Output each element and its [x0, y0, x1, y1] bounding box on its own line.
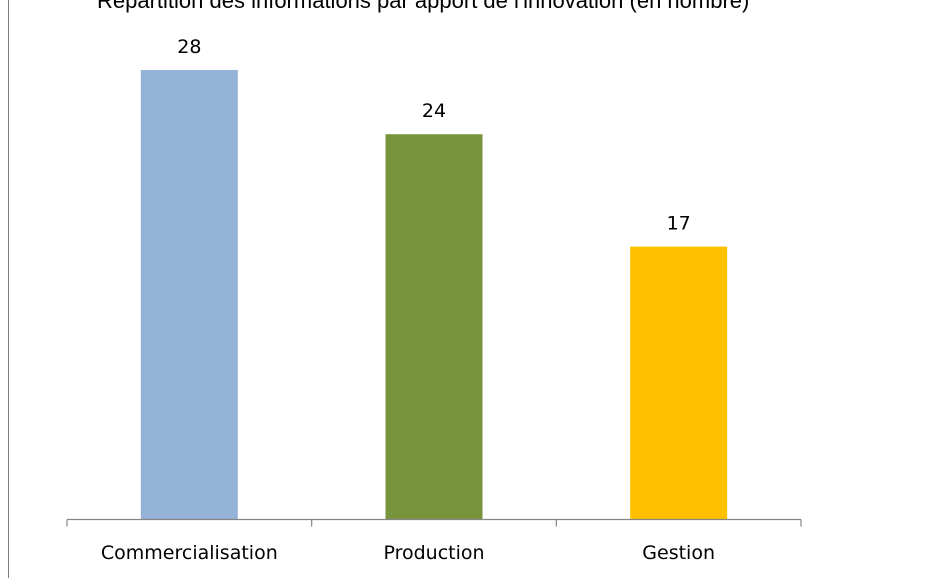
data-label: 28: [177, 36, 201, 58]
bar-production: [385, 134, 483, 520]
data-label: 24: [422, 100, 446, 122]
chart-title: Répartition des informations par apport …: [97, 0, 749, 13]
x-tick-label: Gestion: [642, 542, 715, 564]
bar-gestion: [630, 246, 728, 520]
x-tick-label: Production: [383, 542, 484, 564]
bars-group: [140, 70, 728, 520]
x-axis-tick-labels: Commercialisation Production Gestion: [101, 542, 715, 564]
data-label: 17: [667, 213, 691, 235]
x-axis-ticks: [66, 519, 802, 527]
chart-border: [8, 0, 9, 578]
x-tick-label: Commercialisation: [101, 542, 278, 564]
data-labels-group: 28 24 17: [177, 36, 691, 235]
bar-commercialisation: [140, 70, 238, 520]
